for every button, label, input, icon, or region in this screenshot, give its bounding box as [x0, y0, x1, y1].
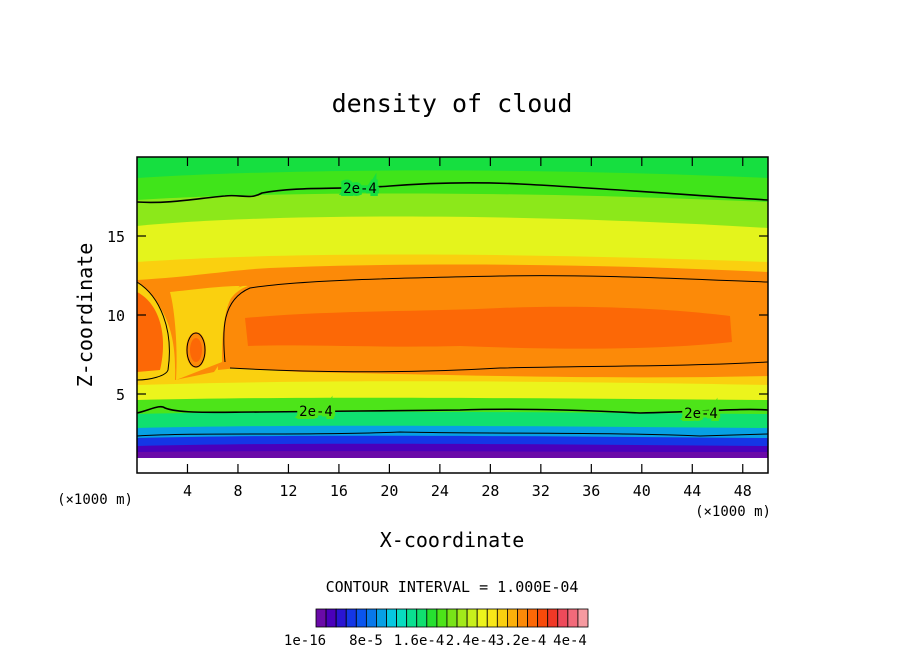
colorbar-swatch — [345, 608, 357, 628]
x-unit-note: (×1000 m) — [695, 504, 771, 520]
colorbar-swatch — [426, 608, 438, 628]
contour-label-upper: 2e-4 — [343, 181, 377, 197]
colorbar-swatch — [406, 608, 418, 628]
x-axis: 4 8 12 16 20 24 28 32 36 40 44 48 — [183, 157, 752, 500]
colorbar-label: 4e-4 — [553, 633, 587, 649]
contour-label-lower-left: 2e-4 — [299, 404, 333, 420]
colorbar-swatch — [365, 608, 377, 628]
contour-line-lower — [137, 405, 768, 414]
colorbar-swatch — [396, 608, 408, 628]
colorbar-label: 1.6e-4 — [394, 633, 445, 649]
colorbar-swatch — [577, 608, 589, 628]
x-tick-label: 44 — [683, 482, 701, 500]
colorbar-swatch — [567, 608, 579, 628]
colorbar-label: 2.4e-4 — [446, 633, 497, 649]
band-redorange-blob — [190, 338, 202, 362]
colorbar-swatch — [507, 608, 518, 628]
colorbar-label: 3.2e-4 — [496, 633, 547, 649]
colorbar-swatch — [416, 608, 428, 628]
x-tick-label: 32 — [532, 482, 550, 500]
x-axis-label: X-coordinate — [380, 528, 525, 552]
band-redorange-core — [245, 306, 732, 349]
colorbar-swatch — [446, 608, 458, 628]
x-tick-label: 36 — [582, 482, 600, 500]
colorbar-swatch — [335, 608, 347, 628]
x-tick-label: 12 — [279, 482, 297, 500]
colorbar-labels: 1e-16 8e-5 1.6e-4 2.4e-4 3.2e-4 4e-4 — [284, 633, 587, 649]
colorbar-swatch — [376, 608, 387, 628]
contour-line-bottom — [137, 431, 768, 437]
z-unit-note: (×1000 m) — [57, 492, 133, 508]
colorbar-swatch — [476, 608, 488, 628]
colorbar-swatch — [486, 608, 498, 628]
colorbar-swatch — [315, 608, 327, 628]
contour-line-upper — [137, 181, 768, 204]
x-tick-label: 48 — [734, 482, 752, 500]
band-redorange-left — [137, 292, 164, 372]
contour-field — [137, 157, 768, 473]
x-tick-label: 40 — [633, 482, 651, 500]
x-tick-label: 28 — [481, 482, 499, 500]
x-tick-label: 4 — [183, 482, 192, 500]
colorbar-swatch — [557, 608, 569, 628]
colorbar-swatch — [466, 608, 478, 628]
colorbar-swatch — [537, 608, 549, 628]
contour-line-left — [137, 281, 170, 381]
colorbar-label: 8e-5 — [349, 633, 383, 649]
chart-title: density of cloud — [332, 89, 573, 118]
x-tick-label: 16 — [330, 482, 348, 500]
colorbar-swatch — [547, 608, 559, 628]
colorbar-swatch — [355, 608, 367, 628]
colorbar-swatch — [517, 608, 528, 628]
y-axis-label: Z-coordinate — [73, 243, 97, 388]
y-tick-label: 10 — [107, 307, 125, 325]
contour-line-mid — [223, 275, 768, 363]
x-tick-label: 8 — [233, 482, 242, 500]
colorbar-swatch — [436, 608, 448, 628]
y-tick-label: 5 — [116, 386, 125, 404]
colorbar-label: 1e-16 — [284, 633, 326, 649]
colorbar-swatch — [386, 608, 397, 628]
band-bottom-white — [137, 458, 768, 473]
x-tick-label: 24 — [431, 482, 449, 500]
contour-interval-label: CONTOUR INTERVAL = 1.000E-04 — [326, 578, 579, 596]
colorbar-swatch — [456, 608, 468, 628]
contour-line-blob — [186, 332, 206, 368]
colorbar — [315, 608, 589, 628]
y-tick-label: 15 — [107, 228, 125, 246]
contour-line-lower-orange — [229, 361, 768, 373]
contour-label-lower-right: 2e-4 — [684, 406, 718, 422]
colorbar-swatch — [527, 608, 539, 628]
colorbar-swatch — [496, 608, 508, 628]
colorbar-swatch — [325, 608, 337, 628]
y-axis: 5 10 15 — [107, 228, 768, 404]
x-tick-label: 20 — [380, 482, 398, 500]
